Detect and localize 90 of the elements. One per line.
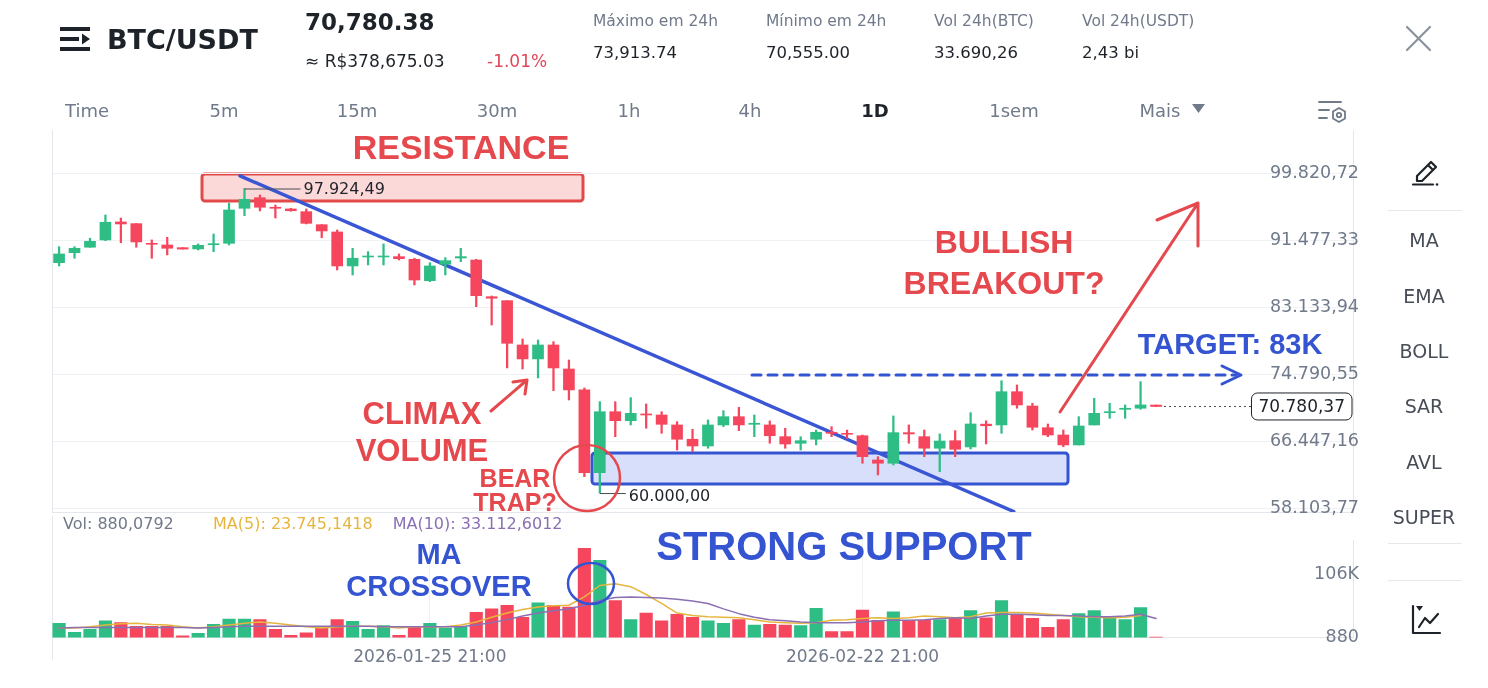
bar [438, 627, 452, 638]
annotation: RESISTANCE [352, 128, 570, 167]
bar [1041, 627, 1055, 638]
bar [268, 628, 282, 638]
text: Mínimo em 24h [766, 12, 887, 31]
y-tick-label: 106K [1314, 562, 1360, 583]
text: 5m [209, 100, 239, 121]
bar [1087, 610, 1101, 638]
text: Vol 24h(BTC) [934, 12, 1034, 31]
bar [655, 620, 669, 638]
y-tick-label: 83.133,94 [1269, 295, 1359, 316]
bar [624, 619, 638, 638]
annotation: STRONG SUPPORT [656, 524, 1032, 569]
text: 2,43 bi [1082, 42, 1140, 62]
annotation: 97.924,49 [303, 178, 385, 198]
text: Máximo em 24h [593, 12, 718, 31]
text: 1h [617, 100, 641, 121]
text: Time [64, 100, 110, 121]
bar [608, 600, 622, 638]
bar [948, 618, 962, 638]
bar [994, 600, 1009, 638]
text: 73,913.74 [593, 42, 677, 62]
y-tick-label: 91.477,33 [1269, 228, 1359, 249]
text: 70,555.00 [766, 42, 850, 62]
bar [176, 635, 190, 638]
candlestick [84, 237, 96, 248]
bar [685, 616, 700, 638]
text: -1.01% [487, 50, 548, 71]
annotation: TARGET: 83K [1137, 328, 1323, 360]
text: MA(10): 33.112,6012 [392, 514, 563, 534]
bar [361, 628, 375, 638]
bar [840, 631, 854, 638]
text: MA [1409, 228, 1439, 251]
y-tick-label: 74.790,55 [1269, 362, 1359, 383]
bar [83, 628, 97, 638]
text: 30m [476, 100, 518, 121]
text: 15m [336, 100, 378, 121]
y-tick-label: 58.103,77 [1269, 496, 1359, 517]
text: Vol: 880,0792 [63, 514, 174, 534]
bar [670, 613, 684, 638]
y-tick-label: 66.447,16 [1269, 429, 1359, 450]
candlestick [949, 430, 961, 457]
x-tick-label: 2026-02-22 21:00 [785, 646, 940, 667]
bar [1010, 615, 1024, 638]
bar [716, 622, 730, 638]
text: SAR [1404, 394, 1444, 417]
bar [1056, 619, 1070, 638]
text: 33.690,26 [934, 42, 1018, 62]
annotation: BULLISH BREAKOUT? [903, 223, 1105, 301]
bar [1025, 618, 1039, 638]
bar [1133, 607, 1148, 638]
bar [794, 625, 808, 638]
bar [747, 624, 761, 638]
bar [1118, 619, 1132, 638]
bar [562, 606, 576, 638]
text: BTC/USDT [107, 23, 258, 55]
bar [701, 620, 715, 638]
bar [515, 616, 530, 638]
text: MA(5): 23.745,1418 [213, 514, 373, 534]
text: 1sem [989, 100, 1039, 121]
text: EMA [1403, 284, 1445, 307]
y-tick-label: 880 [1325, 625, 1359, 646]
bar [917, 619, 931, 638]
bar [824, 631, 839, 638]
annotation: MA CROSSOVER [346, 538, 532, 602]
bar [809, 607, 823, 638]
bar [933, 619, 947, 638]
x-tick-label: 2026-01-25 21:00 [353, 646, 507, 667]
bar [577, 548, 591, 638]
text: Mais [1139, 100, 1181, 121]
bar [763, 624, 777, 638]
ref-line-label: 70.780,37 [1258, 395, 1346, 416]
text: ≈ R$378,675.03 [305, 50, 445, 71]
candlestick [841, 429, 853, 439]
bar [778, 624, 792, 638]
bar [531, 602, 545, 638]
text: 4h [738, 100, 762, 121]
annotation: 60.000,00 [628, 486, 711, 506]
text: SUPER [1392, 505, 1456, 528]
text: 70,780.38 [305, 8, 435, 35]
bar [299, 632, 313, 638]
bar [639, 612, 653, 638]
bar [979, 617, 993, 638]
y-tick-label: 99.820,72 [1269, 161, 1359, 182]
bar [732, 619, 746, 638]
candlestick [1103, 402, 1116, 419]
text: 1D [861, 100, 889, 121]
text: AVL [1406, 450, 1442, 473]
text: Vol 24h(USDT) [1082, 12, 1195, 31]
text: BOLL [1399, 339, 1449, 362]
